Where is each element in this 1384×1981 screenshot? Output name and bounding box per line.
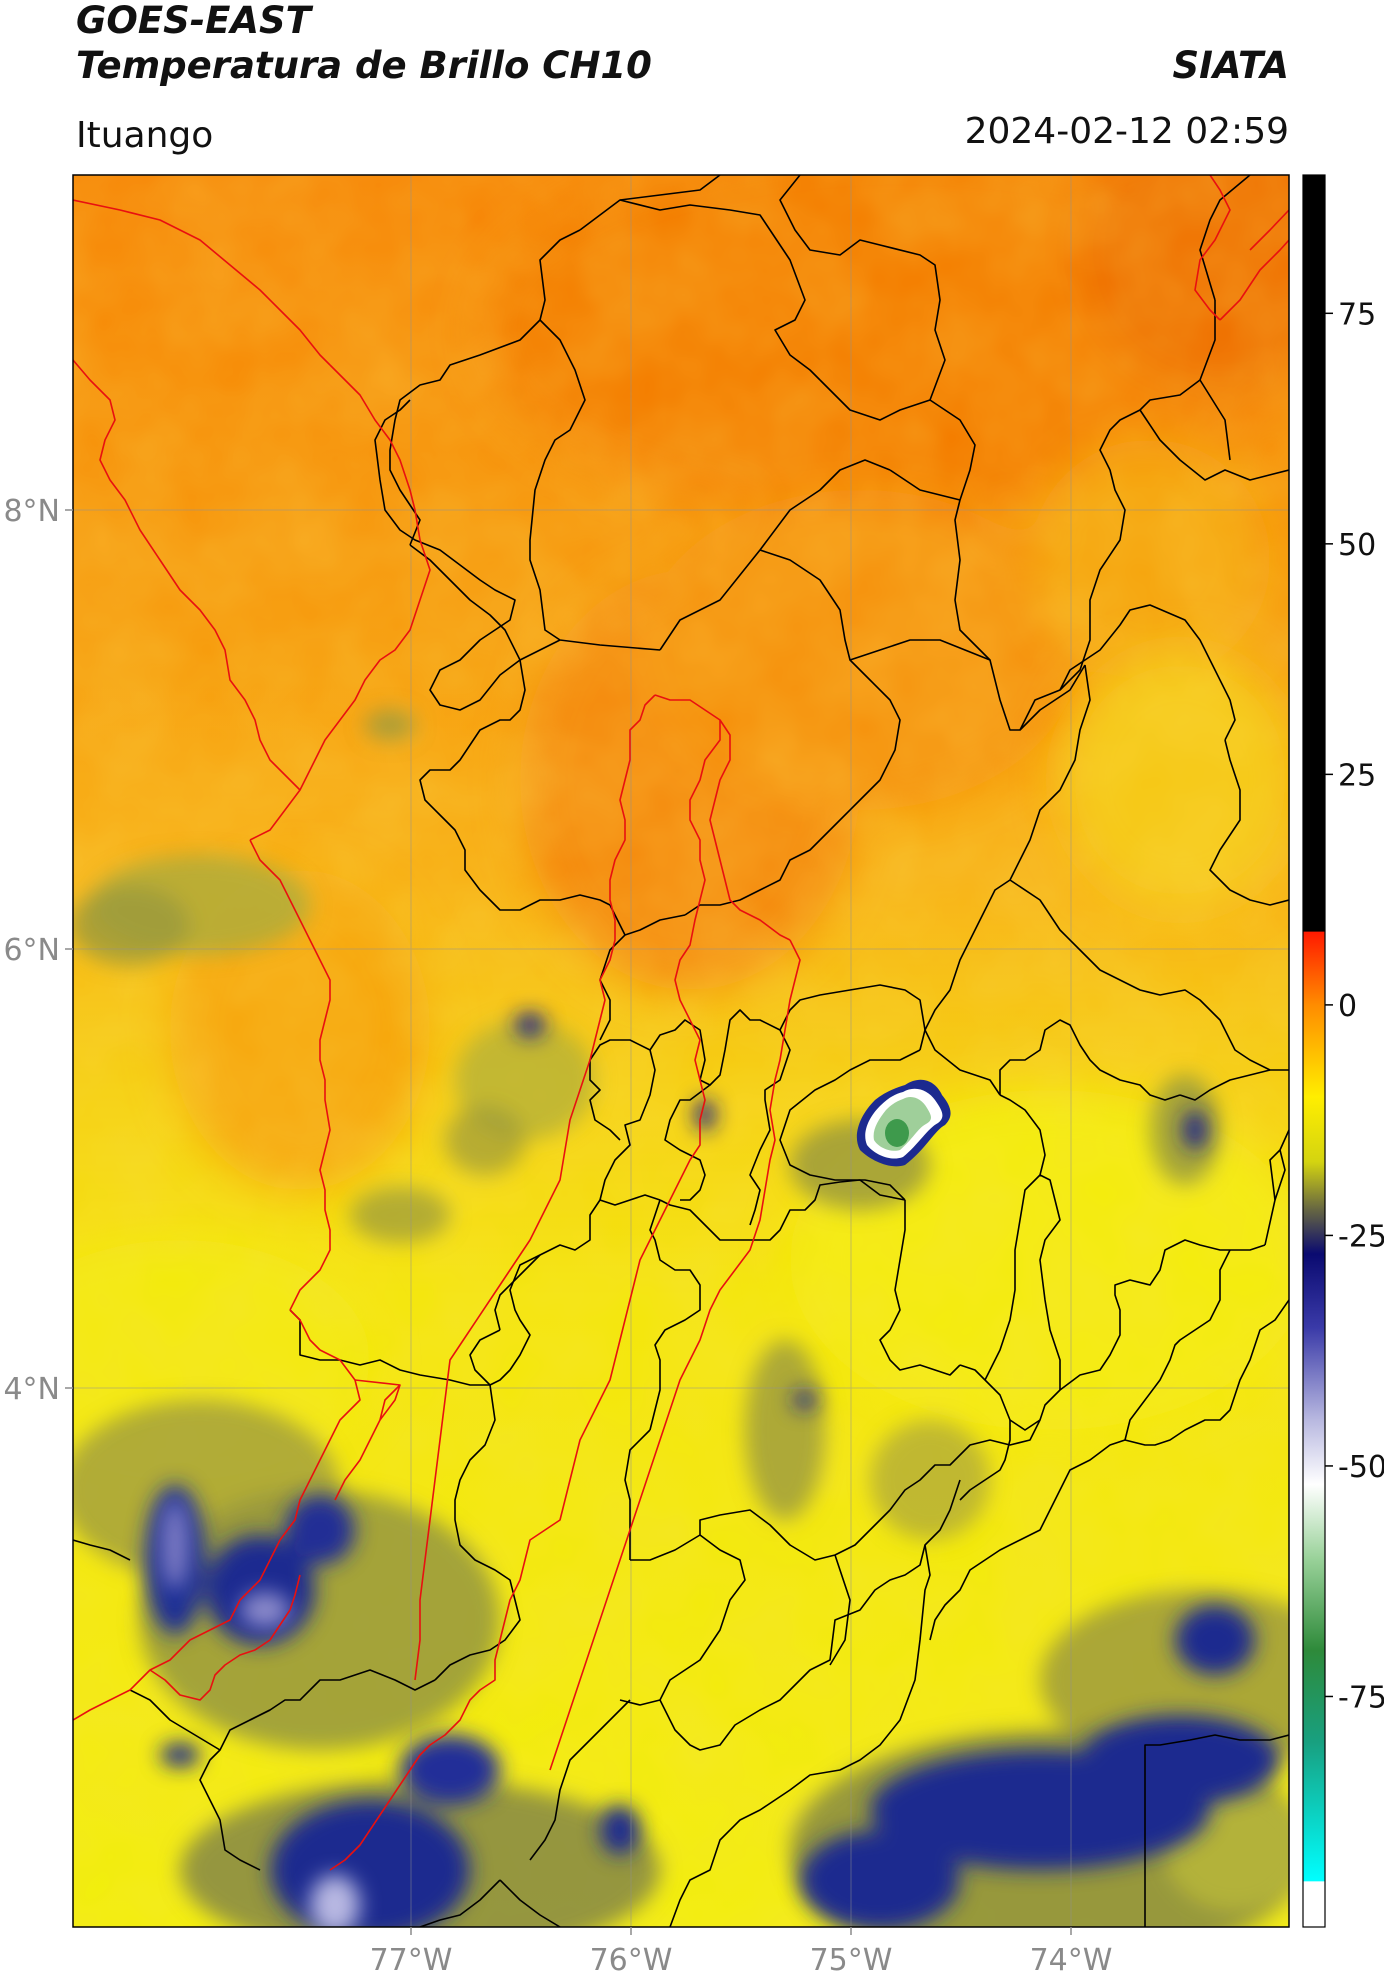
organization-label: SIATA <box>1172 44 1289 87</box>
colorbar-frame <box>1302 174 1326 1928</box>
lon-tick-77w: 77°W <box>370 1943 453 1978</box>
map-area <box>73 175 1289 1927</box>
lon-tick-74w: 74°W <box>1030 1943 1113 1978</box>
colorbar-tick-label: 75 <box>1338 297 1376 332</box>
convective-cell <box>856 1079 951 1167</box>
map-frame <box>72 174 1290 1928</box>
colorbar-tick-label: 25 <box>1338 758 1376 793</box>
colorbar: 75 50 25 0 -25 -50 -75 <box>1302 174 1384 1928</box>
lon-tick-75w: 75°W <box>810 1943 893 1978</box>
product-title: Temperatura de Brillo CH10 <box>76 44 652 87</box>
lat-tick-4n: 4°N <box>3 1372 60 1407</box>
graticule <box>73 175 1289 1927</box>
colorbar-fill <box>1303 175 1325 1927</box>
lat-tick-8n: 8°N <box>3 494 60 529</box>
cloud-coldest <box>161 1500 360 1927</box>
colorbar-tick-label: -50 <box>1338 1450 1384 1485</box>
datetime-label: 2024-02-12 02:59 <box>964 111 1289 152</box>
colorbar-ticks: 75 50 25 0 -25 -50 -75 <box>1325 297 1384 1715</box>
colorbar-tick-label: 50 <box>1338 528 1376 563</box>
satellite-title: GOES-EAST <box>76 0 311 42</box>
lat-tick-6n: 6°N <box>3 933 60 968</box>
colorbar-tick-label: -75 <box>1338 1680 1384 1715</box>
colorbar-tick-label: -25 <box>1338 1219 1384 1254</box>
latitude-axis: 8°N 6°N 4°N <box>3 494 73 1407</box>
department-borders <box>73 175 1289 1927</box>
region-borders <box>73 175 1289 1871</box>
lon-tick-76w: 76°W <box>590 1943 673 1978</box>
colorbar-tick-label: 0 <box>1338 989 1357 1024</box>
location-label: Ituango <box>76 115 214 156</box>
longitude-axis: 77°W 76°W 75°W 74°W <box>370 1927 1113 1978</box>
